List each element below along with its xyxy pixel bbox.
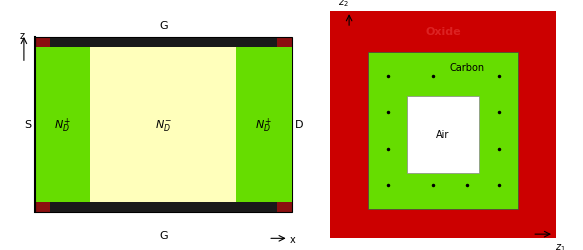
Bar [368, 53, 518, 209]
Text: $N_D^{+}$: $N_D^{+}$ [54, 116, 71, 134]
Bar [35, 38, 292, 212]
Text: Air: Air [437, 130, 449, 140]
Text: z: z [19, 31, 24, 41]
Bar [50, 190, 277, 212]
Text: G: G [159, 230, 167, 240]
Bar [50, 39, 277, 61]
Bar [236, 48, 292, 202]
Bar [35, 48, 90, 202]
Text: $z_1$: $z_1$ [555, 242, 566, 250]
Text: $z_2$: $z_2$ [338, 0, 349, 8]
Text: D: D [294, 120, 303, 130]
Text: Oxide: Oxide [425, 26, 461, 36]
Bar [407, 96, 479, 173]
Bar [90, 48, 236, 202]
Text: Carbon: Carbon [449, 62, 484, 72]
Text: $N_D^{-}$: $N_D^{-}$ [155, 118, 171, 132]
Text: G: G [159, 21, 167, 31]
Text: x: x [290, 234, 296, 244]
Text: S: S [24, 120, 31, 130]
Text: $N_D^{+}$: $N_D^{+}$ [255, 116, 272, 134]
